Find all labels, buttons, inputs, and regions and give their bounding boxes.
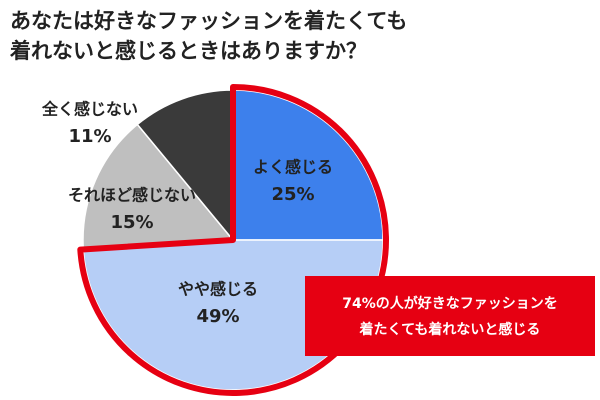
slice-label: それほど感じない [68,186,196,205]
value-label: 49% [196,306,239,327]
value-label: 11% [68,126,111,147]
pie-slice [136,89,234,243]
pie-slice [232,89,384,241]
value-label: 15% [110,212,153,233]
annotation-box [305,276,595,356]
annotation-text: 74%の人が好きなファッションを [342,295,558,312]
slice-label: 全く感じない [41,100,138,119]
annotation-text: 着たくても着れないと感じる [359,321,541,338]
slice-label: やや感じる [178,280,258,299]
pie-slice [82,123,235,251]
chart-title: あなたは好きなファッションを着たくても [10,9,407,33]
value-label: 25% [271,184,314,205]
slice-label: よく感じる [253,158,333,177]
chart-title: 着れないと感じるときはありますか？ [9,39,367,63]
